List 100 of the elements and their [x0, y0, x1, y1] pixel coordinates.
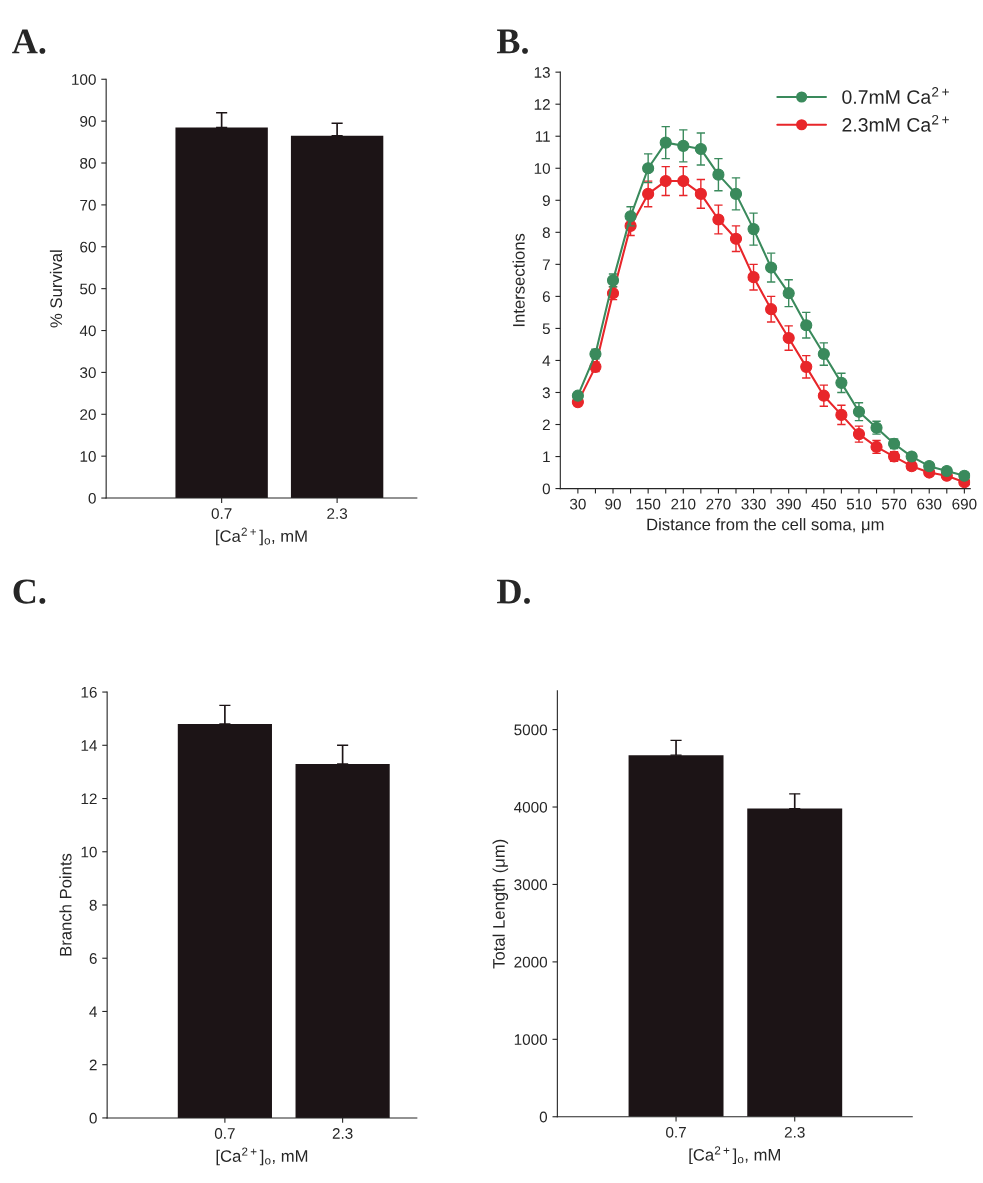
point	[624, 210, 637, 223]
y-tick-label: 8	[542, 227, 550, 239]
x-tick-label: 0.7	[214, 1128, 235, 1139]
y-tick-label: 7	[542, 259, 550, 270]
point	[835, 408, 848, 421]
y-tick-label: 10	[80, 451, 96, 462]
point	[782, 331, 795, 345]
point	[782, 287, 795, 300]
point	[747, 271, 760, 284]
y-tick-label: 6	[542, 291, 550, 303]
y-tick-label: 100	[72, 74, 96, 85]
x-tick-label: 690	[952, 498, 977, 510]
y-tick-label: 10	[81, 846, 97, 858]
y-tick-label: 9	[542, 195, 550, 206]
x-tick-label: 30	[569, 498, 586, 510]
y-tick-label: 2	[89, 1059, 97, 1071]
point	[817, 389, 830, 402]
y-tick-label: 0	[88, 492, 96, 504]
point	[677, 175, 690, 188]
chart-title: D.	[497, 579, 530, 604]
y-axis-title: Total Length (μm)	[492, 839, 509, 969]
x-tick-label: 0.7	[211, 508, 232, 519]
x-axis-title: Distance from the cell soma, μm	[647, 518, 884, 534]
x-tick-label: 450	[811, 498, 836, 510]
x-tick-label: 150	[636, 498, 661, 510]
y-tick-label: 1	[543, 451, 550, 463]
y-tick-label: 20	[80, 409, 96, 420]
y-axis-title: Intersections	[512, 233, 525, 327]
point	[765, 303, 778, 316]
point	[923, 460, 936, 473]
legend-label: 0.7mM Ca$^{2+}$	[842, 87, 949, 104]
point	[712, 168, 725, 181]
point	[694, 187, 707, 200]
x-tick-label: 2.3	[327, 508, 348, 519]
y-tick-label: 2	[542, 419, 550, 431]
point	[852, 405, 866, 418]
y-tick-label: 0	[542, 483, 550, 495]
x-tick-label: 0.7	[666, 1126, 686, 1138]
point	[905, 450, 918, 463]
y-tick-label: 1000	[514, 1034, 548, 1046]
point	[835, 376, 848, 389]
x-tick-label: 630	[917, 498, 942, 510]
point	[765, 261, 778, 274]
x-tick-label: 330	[741, 498, 766, 510]
y-tick-label: 2000	[514, 956, 548, 968]
point	[800, 319, 813, 332]
point	[800, 360, 813, 373]
point	[817, 347, 830, 361]
point	[729, 232, 743, 245]
x-tick-label: 2.3	[332, 1128, 353, 1139]
x-axis-title: [Ca$^{2+}$]$_{o}$, mM	[216, 527, 307, 546]
y-tick-label: 4000	[514, 801, 548, 813]
y-tick-label: 3000	[514, 879, 548, 891]
y-tick-label: 5	[542, 323, 550, 335]
y-tick-label: 60	[80, 241, 96, 253]
y-tick-label: 3	[542, 387, 550, 399]
x-axis-title: [Ca$^{2+}$]$_{o}$, mM	[216, 1147, 308, 1166]
y-tick-label: 16	[81, 686, 97, 698]
point	[659, 136, 672, 149]
y-tick-label: 12	[81, 793, 97, 805]
x-axis-title: [Ca$^{2+}$]$_{o}$, mM	[689, 1146, 780, 1165]
x-tick-label: 90	[605, 498, 621, 510]
y-tick-label: 5000	[514, 724, 548, 736]
y-tick-label: 13	[534, 67, 550, 78]
chart-title: A.	[12, 29, 46, 54]
y-axis-title: % Survival	[49, 250, 63, 328]
point	[642, 187, 655, 200]
y-tick-label: 70	[80, 199, 96, 211]
y-tick-label: 0	[89, 1112, 97, 1124]
y-tick-label: 10	[534, 163, 550, 174]
chart-title: B.	[497, 29, 528, 54]
y-tick-label: 30	[80, 367, 96, 379]
y-axis-title: Branch Points	[59, 853, 72, 956]
x-tick-label: 270	[706, 498, 731, 510]
point	[642, 162, 655, 175]
point	[694, 142, 707, 156]
y-tick-label: 90	[80, 116, 96, 127]
point	[571, 389, 584, 402]
point	[958, 469, 971, 482]
y-tick-label: 14	[81, 740, 97, 751]
point	[729, 187, 743, 200]
y-tick-label: 11	[535, 131, 550, 142]
x-tick-label: 390	[776, 498, 801, 510]
point	[940, 464, 953, 478]
x-tick-label: 570	[881, 498, 907, 510]
x-tick-label: 510	[846, 498, 872, 510]
point	[747, 223, 760, 236]
legend-label: 2.3mM Ca$^{2+}$	[842, 114, 949, 132]
y-tick-label: 4	[542, 355, 551, 366]
x-tick-label: 2.3	[784, 1126, 805, 1138]
point	[712, 213, 725, 226]
y-tick-label: 6	[89, 953, 97, 964]
y-tick-label: 50	[80, 283, 96, 295]
point	[677, 139, 690, 152]
y-tick-label: 0	[539, 1111, 548, 1123]
y-tick-label: 4	[89, 1006, 97, 1017]
y-tick-label: 80	[80, 157, 96, 169]
chart-title: C.	[13, 579, 46, 604]
y-tick-label: 12	[534, 99, 550, 110]
x-tick-label: 210	[671, 498, 696, 510]
